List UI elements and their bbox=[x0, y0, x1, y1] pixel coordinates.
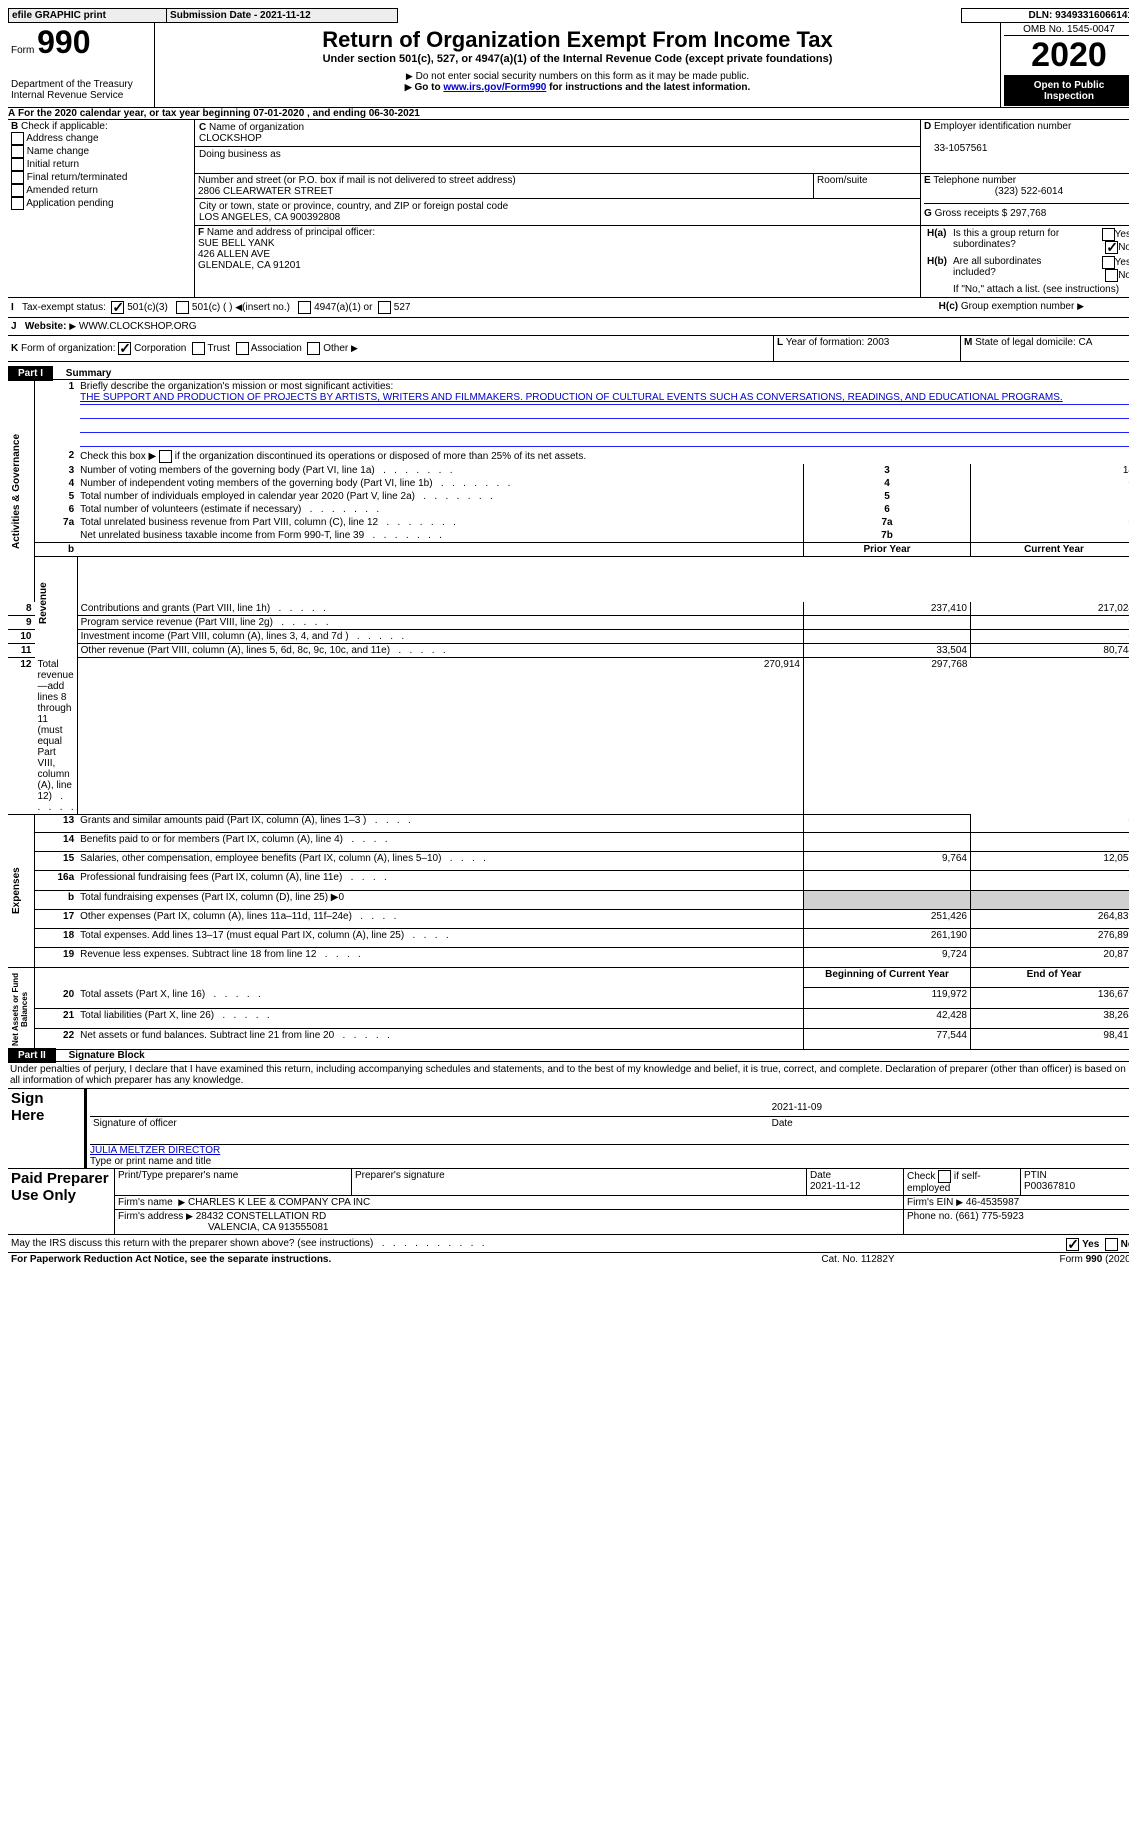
line-j: J Website: WWW.CLOCKSHOP.ORG bbox=[8, 317, 1129, 336]
phone: (323) 522-6014 bbox=[924, 186, 1129, 197]
perjury-text: Under penalties of perjury, I declare th… bbox=[8, 1061, 1129, 1089]
website: WWW.CLOCKSHOP.ORG bbox=[79, 321, 197, 332]
form-title: Return of Organization Exempt From Incom… bbox=[159, 27, 996, 53]
501c-checkbox[interactable] bbox=[176, 301, 189, 314]
hb-yes-checkbox[interactable] bbox=[1102, 256, 1115, 269]
box-h: H(a)Is this a group return for subordina… bbox=[921, 226, 1129, 298]
rev-row: 11Other revenue (Part VIII, column (A), … bbox=[8, 644, 1129, 658]
ha-no-checkbox[interactable] bbox=[1105, 241, 1118, 254]
other-checkbox[interactable] bbox=[307, 342, 320, 355]
form-subtitle: Under section 501(c), 527, or 4947(a)(1)… bbox=[159, 53, 996, 65]
form-number: 990 bbox=[37, 24, 90, 60]
gov-row: 5Total number of individuals employed in… bbox=[8, 490, 1129, 503]
gov-row: 3Number of voting members of the governi… bbox=[8, 464, 1129, 477]
4947-checkbox[interactable] bbox=[298, 301, 311, 314]
part-ii-name: Signature Block bbox=[59, 1050, 145, 1061]
sign-here: Sign Here bbox=[8, 1089, 86, 1168]
discuss-line: May the IRS discuss this return with the… bbox=[8, 1234, 1129, 1253]
line-k: K Form of organization: Corporation Trus… bbox=[8, 336, 774, 362]
submission-date: Submission Date - 2021-11-12 bbox=[167, 9, 398, 23]
rev-row: 8Contributions and grants (Part VIII, li… bbox=[8, 602, 1129, 616]
entity-block: B Check if applicable: Address change Na… bbox=[8, 120, 1129, 297]
line-i: I Tax-exempt status: 501(c)(3) 501(c) ( … bbox=[8, 297, 1129, 317]
part-i-label: Part I bbox=[8, 366, 53, 381]
discuss-yes-checkbox[interactable] bbox=[1066, 1238, 1079, 1251]
assoc-checkbox[interactable] bbox=[236, 342, 249, 355]
box-b: B Check if applicable: Address change Na… bbox=[8, 120, 195, 297]
net-row: 21Total liabilities (Part X, line 26) . … bbox=[8, 1008, 1129, 1029]
exp-row: 16aProfessional fundraising fees (Part I… bbox=[8, 871, 1129, 890]
tax-year: 2020 bbox=[1004, 36, 1129, 76]
527-checkbox[interactable] bbox=[378, 301, 391, 314]
net-row: 20Total assets (Part X, line 16) . . . .… bbox=[8, 988, 1129, 1009]
amended-checkbox[interactable] bbox=[11, 184, 24, 197]
gov-row: Net unrelated business taxable income fr… bbox=[8, 529, 1129, 543]
section-net: Net Assets or Fund Balances bbox=[11, 969, 29, 1049]
box-d: D Employer identification number 33-1057… bbox=[921, 120, 1129, 174]
org-name: CLOCKSHOP bbox=[199, 133, 262, 144]
paid-preparer: Paid Preparer Use Only bbox=[8, 1169, 115, 1235]
line-l: L Year of formation: 2003 bbox=[774, 336, 961, 362]
net-row: 22Net assets or fund balances. Subtract … bbox=[8, 1029, 1129, 1050]
street: 2806 CLEARWATER STREET bbox=[198, 186, 333, 197]
form-label: Form bbox=[11, 45, 34, 56]
line-m: M State of legal domicile: CA bbox=[961, 336, 1129, 362]
gov-row: 4Number of independent voting members of… bbox=[8, 477, 1129, 490]
name-change-checkbox[interactable] bbox=[11, 145, 24, 158]
topbar: efile GRAPHIC print Submission Date - 20… bbox=[8, 8, 1129, 23]
trust-checkbox[interactable] bbox=[192, 342, 205, 355]
dept-label: Department of the TreasuryInternal Reven… bbox=[11, 79, 151, 101]
box-f: F Name and address of principal officer:… bbox=[195, 226, 921, 298]
rev-row: 10Investment income (Part VIII, column (… bbox=[8, 630, 1129, 644]
final-return-checkbox[interactable] bbox=[11, 171, 24, 184]
omb: OMB No. 1545-0047 bbox=[1004, 24, 1129, 36]
dln: DLN: 93493316066141 bbox=[962, 9, 1129, 23]
exp-row: 13Grants and similar amounts paid (Part … bbox=[8, 814, 1129, 833]
paid-preparer-block: Paid Preparer Use Only Print/Type prepar… bbox=[8, 1168, 1129, 1234]
501c3-checkbox[interactable] bbox=[111, 301, 124, 314]
initial-return-checkbox[interactable] bbox=[11, 158, 24, 171]
signature-block: Sign Here Signature of officer 2021-11-0… bbox=[8, 1089, 1129, 1168]
cat-no: Cat. No. 11282Y bbox=[766, 1253, 950, 1266]
hb-no-checkbox[interactable] bbox=[1105, 269, 1118, 282]
exp-row: 19Revenue less expenses. Subtract line 1… bbox=[8, 948, 1129, 967]
app-pending-checkbox[interactable] bbox=[11, 197, 24, 210]
part-ii-label: Part II bbox=[8, 1048, 56, 1063]
part-i-name: Summary bbox=[56, 368, 112, 379]
open-public: Open to Public Inspection bbox=[1004, 76, 1129, 106]
officer-name: JULIA MELTZER DIRECTOR bbox=[90, 1145, 220, 1156]
pra-notice: For Paperwork Reduction Act Notice, see … bbox=[8, 1253, 766, 1266]
exp-row: 18Total expenses. Add lines 13–17 (must … bbox=[8, 929, 1129, 948]
form-header: Form 990 Department of the TreasuryInter… bbox=[8, 23, 1129, 108]
section-governance: Activities & Governance bbox=[11, 381, 22, 601]
rev-row: 12Total revenue—add lines 8 through 11 (… bbox=[8, 658, 1129, 815]
section-expenses: Expenses bbox=[11, 816, 22, 966]
discuss-no-checkbox[interactable] bbox=[1105, 1238, 1118, 1251]
exp-row: bTotal fundraising expenses (Part IX, co… bbox=[8, 890, 1129, 909]
room-suite: Room/suite bbox=[814, 174, 921, 198]
l2-checkbox[interactable] bbox=[159, 450, 172, 463]
addr-change-checkbox[interactable] bbox=[11, 132, 24, 145]
form990-link[interactable]: www.irs.gov/Form990 bbox=[443, 82, 546, 93]
part-i-table: Activities & Governance 1 Briefly descri… bbox=[8, 379, 1129, 1050]
exp-row: 17Other expenses (Part IX, column (A), l… bbox=[8, 909, 1129, 928]
line-a: A For the 2020 calendar year, or tax yea… bbox=[8, 108, 1129, 120]
corp-checkbox[interactable] bbox=[118, 342, 131, 355]
warn1: Do not enter social security numbers on … bbox=[416, 71, 749, 82]
gov-row: 6Total number of volunteers (estimate if… bbox=[8, 503, 1129, 516]
efile-button[interactable]: efile GRAPHIC print bbox=[9, 9, 167, 23]
rev-row: 9Program service revenue (Part VIII, lin… bbox=[8, 616, 1129, 630]
exp-row: 15Salaries, other compensation, employee… bbox=[8, 852, 1129, 871]
mission-text: THE SUPPORT AND PRODUCTION OF PROJECTS B… bbox=[80, 392, 1063, 403]
gross-receipts: 297,768 bbox=[1010, 208, 1046, 219]
section-revenue: Revenue bbox=[38, 558, 49, 648]
gov-row: 7aTotal unrelated business revenue from … bbox=[8, 516, 1129, 529]
city: LOS ANGELES, CA 900392808 bbox=[199, 212, 340, 223]
dba: Doing business as bbox=[195, 146, 920, 173]
self-employed-checkbox[interactable] bbox=[938, 1170, 951, 1183]
exp-row: 14Benefits paid to or for members (Part … bbox=[8, 833, 1129, 852]
